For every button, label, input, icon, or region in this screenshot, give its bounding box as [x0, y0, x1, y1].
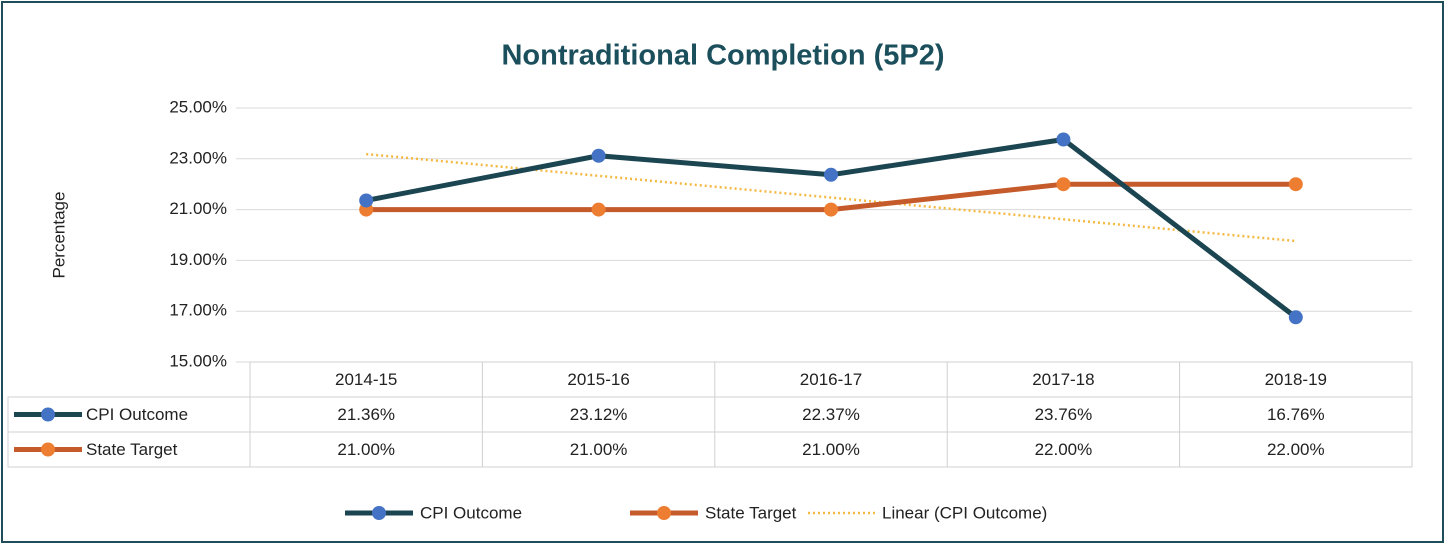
x-tick-label: 2014-15 [335, 370, 397, 389]
table-value: 21.00% [802, 440, 860, 459]
y-tick-label: 23.00% [169, 148, 227, 167]
table-row-label: State Target [86, 440, 178, 459]
x-tick-label: 2017-18 [1032, 370, 1094, 389]
y-tick-label: 25.00% [169, 97, 227, 116]
data-point [591, 148, 606, 163]
y-tick-label: 17.00% [169, 301, 227, 320]
x-tick-label: 2018-19 [1265, 370, 1327, 389]
chart-title: Nontraditional Completion (5P2) [501, 40, 944, 72]
legend-label: Linear (CPI Outcome) [882, 503, 1047, 522]
data-point [1288, 310, 1303, 325]
y-tick-label: 15.00% [169, 351, 227, 370]
table-value: 23.76% [1035, 405, 1093, 424]
data-point [1288, 177, 1303, 192]
x-tick-label: 2015-16 [567, 370, 629, 389]
table-row [7, 431, 1413, 468]
table-value: 22.00% [1267, 440, 1325, 459]
legend-marker [657, 506, 671, 520]
data-point [824, 202, 838, 217]
legend-marker [41, 407, 55, 422]
legend-label: CPI Outcome [420, 503, 522, 522]
legend-label: State Target [705, 503, 797, 522]
table-value: 16.76% [1267, 405, 1325, 424]
data-point [824, 167, 838, 182]
legend-marker [372, 506, 386, 520]
data-point [1056, 177, 1071, 192]
table-value: 22.00% [1035, 440, 1093, 459]
table-value: 21.36% [337, 405, 395, 424]
data-point [1056, 132, 1071, 147]
table-value: 23.12% [570, 405, 628, 424]
y-axis-label: Percentage [49, 192, 68, 279]
table-value: 21.00% [570, 440, 628, 459]
x-tick-label: 2016-17 [800, 370, 862, 389]
data-point [591, 202, 606, 217]
y-tick-label: 21.00% [169, 199, 227, 218]
table-value: 22.37% [802, 405, 860, 424]
data-point [359, 193, 374, 208]
table-row-label: CPI Outcome [86, 405, 188, 424]
table-value: 21.00% [337, 440, 395, 459]
legend-marker [41, 442, 55, 457]
y-tick-label: 19.00% [169, 250, 227, 269]
